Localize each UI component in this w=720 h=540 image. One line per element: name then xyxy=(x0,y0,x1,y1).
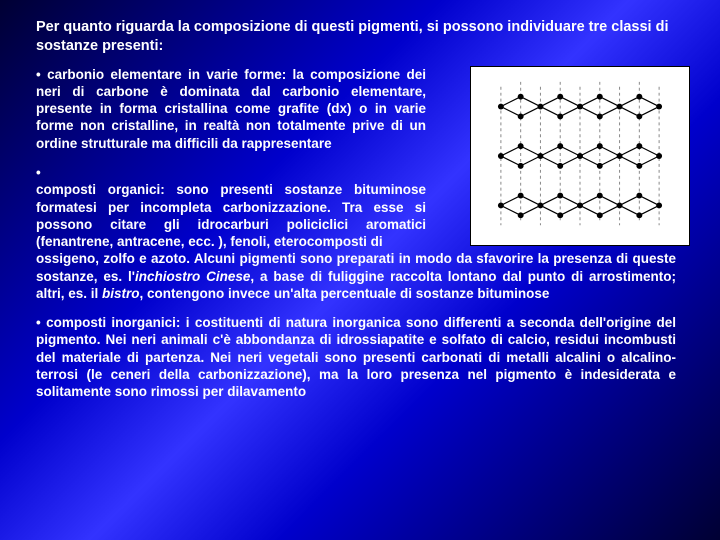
bullet-inorganici: composti inorganici: i costituenti di na… xyxy=(36,314,676,400)
content-area: carbonio elementare in varie forme: la c… xyxy=(36,66,684,401)
bullet-organici-wide: ossigeno, zolfo e azoto. Alcuni pigmenti… xyxy=(36,250,676,302)
graphite-diagram xyxy=(470,66,690,246)
bullet-carbonio: carbonio elementare in varie forme: la c… xyxy=(36,66,426,152)
bullet-organici-narrow: composti organici: sono presenti sostanz… xyxy=(36,181,426,250)
graphite-svg xyxy=(471,67,689,245)
bistro-italic: bistro xyxy=(102,286,140,301)
intro-text: Per quanto riguarda la composizione di q… xyxy=(36,18,684,56)
t3: , contengono invece un'alta percentuale … xyxy=(140,286,550,301)
slide: Per quanto riguarda la composizione di q… xyxy=(0,0,720,540)
inchiostro-italic: inchiostro Cinese xyxy=(135,269,250,284)
